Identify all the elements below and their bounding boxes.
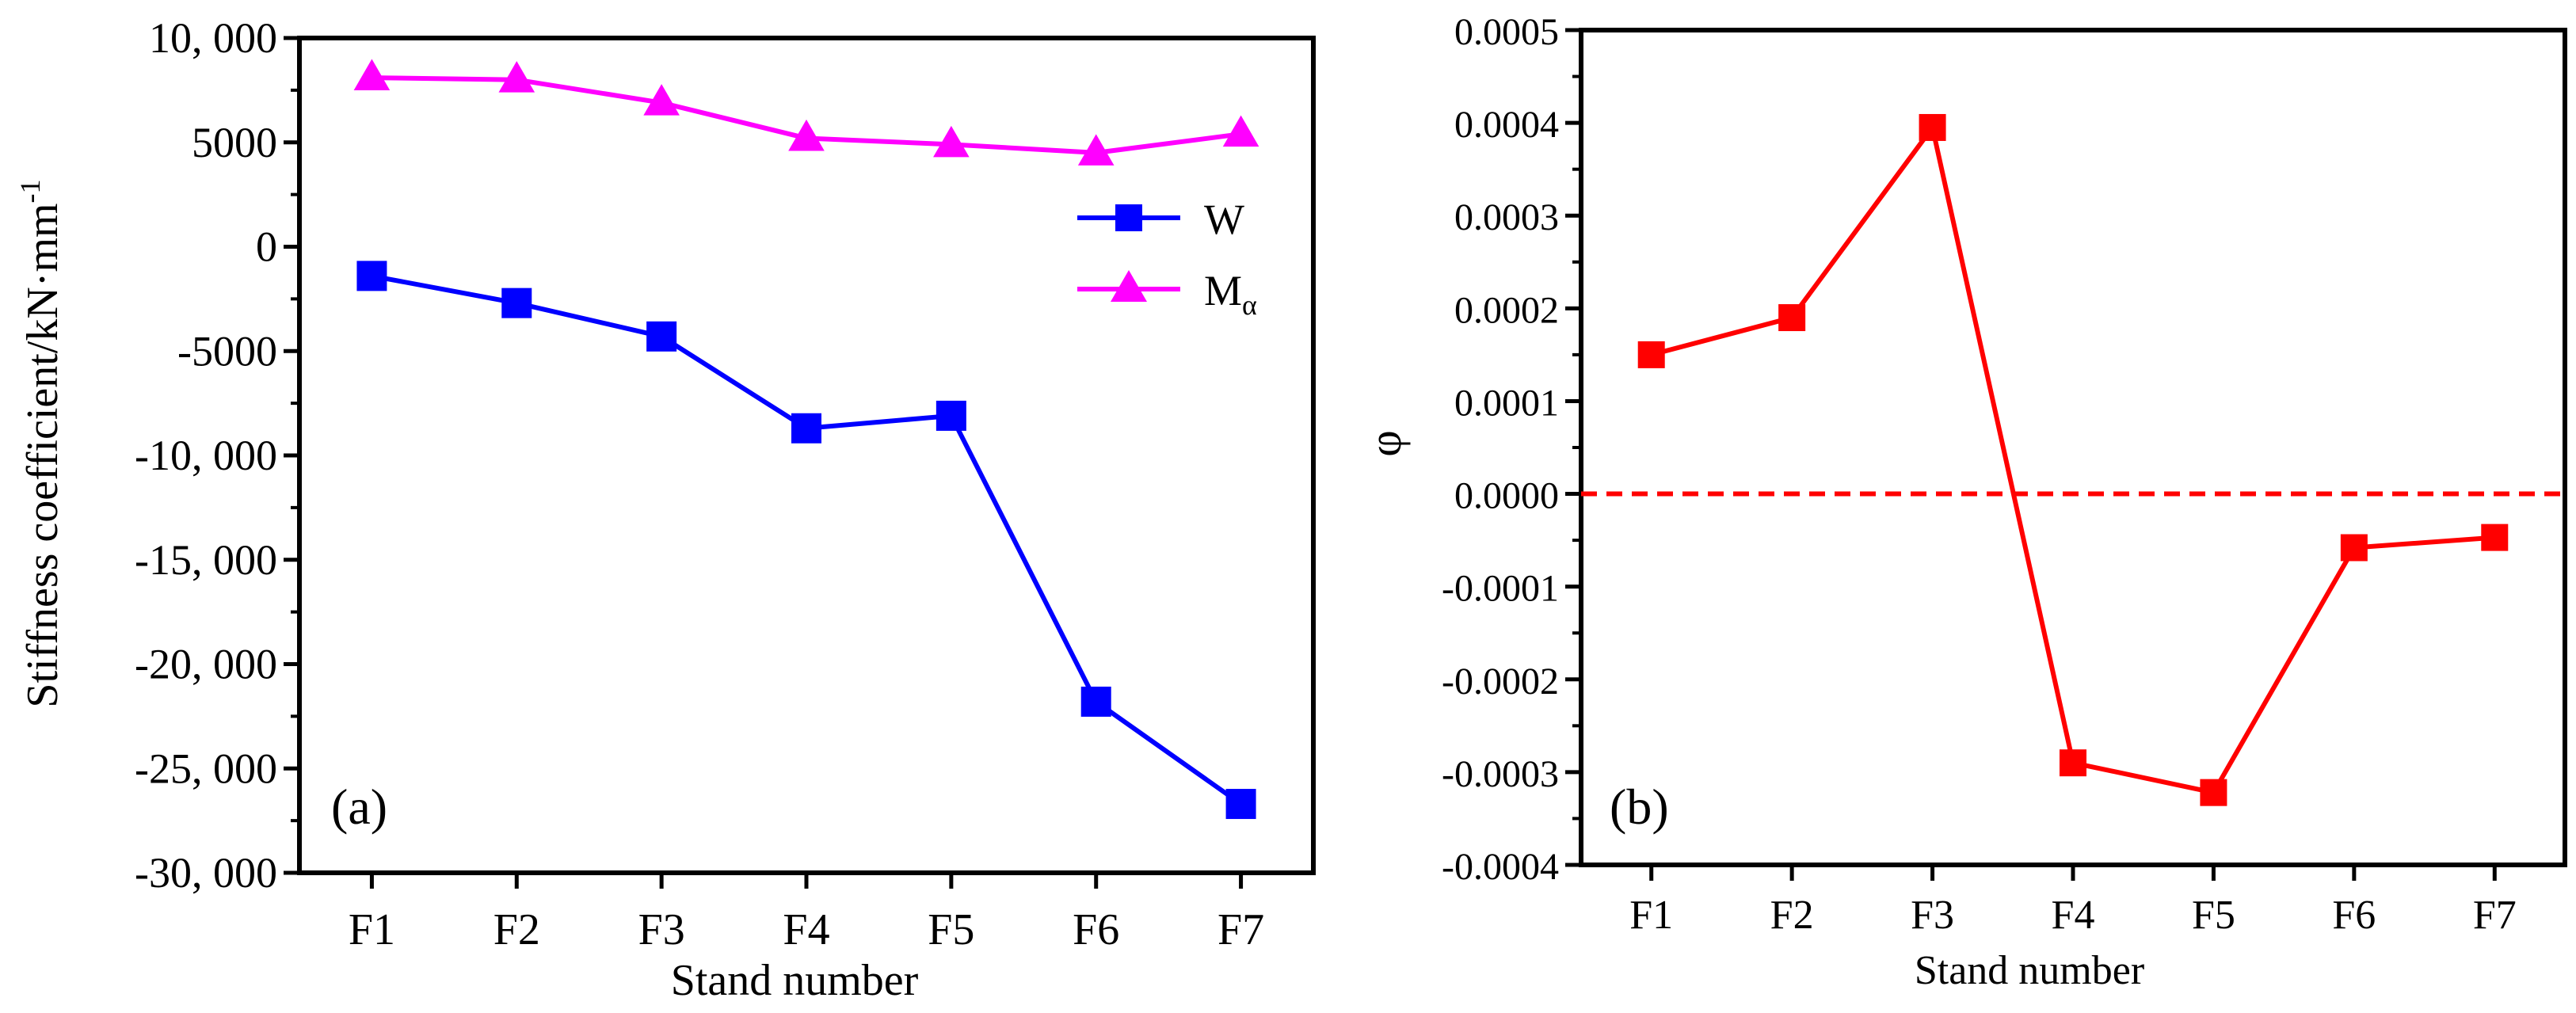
panel-a-x-tick-label: F7: [1218, 905, 1264, 954]
panel-a-x-tick-label: F3: [638, 905, 685, 954]
panel-b-data-point-square: [2481, 524, 2509, 551]
panel-b-x-tick-label: F6: [2332, 893, 2376, 938]
panel-a-legend-marker-square: [1115, 204, 1142, 231]
panel-a-ylabel-sup: -1: [14, 179, 46, 203]
panel-b-y-tick-label: 0.0003: [1454, 196, 1559, 238]
panel-b-label: (b): [1610, 779, 1669, 835]
panel-b-data-point-square: [1919, 113, 1946, 141]
panel-b-x-tick-label: F2: [1770, 893, 1814, 938]
panel-a-x-tick-label: F6: [1073, 905, 1119, 954]
panel-a-y-tick-label: -15, 000: [135, 536, 277, 584]
panel-a-legend-label-main: M: [1204, 267, 1242, 314]
panel-b-y-tick-label: -0.0003: [1442, 753, 1559, 795]
panel-a-y-tick-label: -20, 000: [135, 641, 277, 688]
panel-b-series-line-0: [1650, 124, 2495, 795]
panel-b-y-tick-label: -0.0002: [1442, 661, 1559, 703]
panel-a-legend-label-0: W: [1204, 196, 1244, 243]
panel-a-y-tick-label: -10, 000: [135, 432, 277, 479]
panel-a-data-point-square: [936, 400, 966, 431]
panel-a-x-tick-label: F1: [349, 905, 395, 954]
panel-b-data-point-square: [2200, 779, 2227, 806]
panel-a-data-point-square: [501, 288, 532, 318]
panel-a-y-tick-label: -5000: [177, 327, 277, 375]
panel-b-y-tick-label: 0.0001: [1454, 382, 1559, 424]
panel-b-x-tick-label: F1: [1629, 893, 1673, 938]
panel-a-x-tick-label: F4: [783, 905, 829, 954]
panel-b-y-tick-label: 0.0000: [1454, 475, 1559, 517]
panel-b-x-tick-label: F7: [2473, 893, 2517, 938]
panel-b-data-point-square: [1778, 304, 1806, 332]
panel-a-y-tick-label: 5000: [192, 119, 277, 166]
panel-a-data-point-triangle: [1077, 134, 1115, 166]
panel-a-legend-label-subscript: α: [1242, 289, 1257, 321]
panel-b-y-tick-label: -0.0004: [1442, 846, 1559, 888]
panel-b-x-tick-label: F3: [1911, 893, 1954, 938]
panel-b-x-tick-label: F5: [2192, 893, 2235, 938]
panel-a-data-point-triangle: [498, 61, 535, 93]
panel-b-data-point-square: [2060, 749, 2086, 777]
panel-a-data-point-square: [1225, 789, 1256, 820]
panel-b-x-tick-label: F4: [2052, 893, 2095, 938]
panel-a-y-tick-label: -25, 000: [135, 745, 277, 792]
panel-a-xlabel: Stand number: [671, 956, 919, 1005]
panel-b-y-tick-label: 0.0002: [1454, 289, 1559, 331]
panel-b-data-point-square: [1637, 341, 1665, 368]
panel-b-y-tick-label: -0.0001: [1442, 568, 1559, 610]
panel-a-x-tick-label: F2: [493, 905, 540, 954]
panel-a-data-point-triangle: [643, 84, 680, 116]
panel-a-data-point-square: [646, 321, 677, 352]
panel-a-data-point-triangle: [788, 119, 825, 151]
panel-b-ylabel: φ: [1359, 430, 1411, 456]
panel-a-data-point-square: [1080, 686, 1111, 717]
panel-b-y-tick-label: 0.0004: [1454, 104, 1559, 146]
panel-a-ylabel: Stiffness coefficient/kN·mm-1: [14, 179, 67, 707]
panel-a-label: (a): [331, 779, 387, 835]
panel-b-plot-frame: [1579, 28, 2567, 867]
panel-a-y-tick-label: 10, 000: [149, 14, 277, 62]
panel-a-plot: 10, 000 5000 0 -5000 -10, 000 -15, 000 -20, 00…: [135, 14, 1316, 954]
panel-a-data-point-triangle: [353, 59, 391, 91]
panel-a-legend-label-1: Mα: [1204, 267, 1257, 321]
panel-a-data-point-square: [356, 261, 387, 291]
panel-a-y-tick-label: -30, 000: [135, 849, 277, 897]
panel-b-xlabel: Stand number: [1915, 948, 2144, 993]
panel-a-series-line-0: [371, 273, 1243, 806]
panel-a-legend-label-main: W: [1204, 196, 1244, 243]
panel-a-ylabel-main: Stiffness coefficient/kN·mm: [18, 203, 67, 707]
panel-b-plot: 0.0005 0.0004 0.0003 0.0002 0.0001 0.0000 -0.0…: [1442, 11, 2567, 938]
panel-a-legend-marker-triangle: [1111, 270, 1147, 302]
panel-a-data-point-square: [791, 413, 821, 444]
panel-b-y-tick-label: 0.0005: [1454, 11, 1559, 53]
panel-a-data-point-triangle: [1222, 115, 1259, 147]
panel-b-data-point-square: [2340, 534, 2368, 562]
panel-a-y-tick-label: 0: [256, 223, 277, 271]
panel-a-data-point-triangle: [933, 125, 970, 158]
panel-a-x-tick-label: F5: [928, 905, 974, 954]
